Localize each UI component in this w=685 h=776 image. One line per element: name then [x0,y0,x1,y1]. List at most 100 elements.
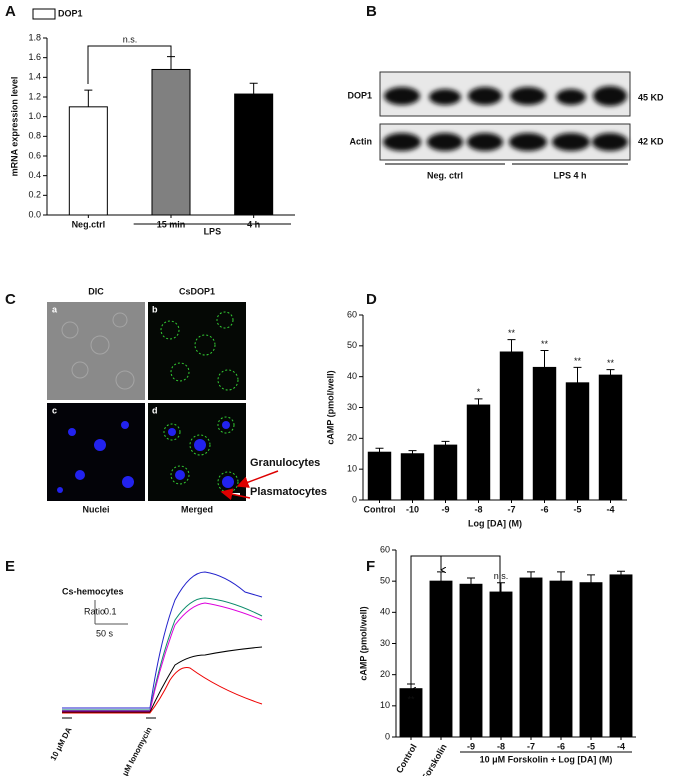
x-tick-label: Control [364,504,396,514]
panel-label: C [5,291,16,308]
x-axis-label: Log [DA] (M) [468,518,522,528]
bar [433,444,458,501]
panel-label: D [366,291,377,308]
bracket [410,555,500,674]
error-bar [606,369,615,376]
arrow-label: Plasmatocytes [250,486,327,498]
x-tick-label: Forskolin [420,742,449,776]
error-bar [408,450,417,454]
y-tick-label: 1.8 [28,32,41,42]
bar [68,106,108,216]
error-bar [407,683,415,689]
column-label: DIC [88,286,104,296]
tile-label: c [52,405,57,415]
y-tick-label: 50 [347,340,357,350]
panel-labels: A B C D E F [5,3,377,575]
bracket [87,45,172,84]
y-tick-label: 30 [347,402,357,412]
column-label: CsDOP1 [179,286,215,296]
y-tick-label: 0.2 [28,190,41,200]
error-bar [441,440,450,446]
group-label: 10 μM Forskolin + Log [DA] (M) [480,754,613,764]
y-tick-label: 1.6 [28,52,41,62]
calcium-traces: Cs-hemocytes Ratio 0.1 50 s 10 μM DA 10 … [49,571,263,776]
bar [499,351,524,501]
tile-label: b [152,304,158,314]
x-tick-label: -4 [606,504,614,514]
row-label: Actin [350,136,373,146]
row-label: DOP1 [347,90,372,100]
significance: ** [508,328,516,338]
scale-label: 0.1 [104,606,117,616]
significance: ** [541,339,549,349]
y-tick-label: 10 [380,700,390,710]
error-bar [167,56,175,70]
error-bar [573,366,582,383]
y-tick-label: 60 [380,544,390,554]
y-tick-label: 0.8 [28,131,41,141]
western-blot: DOP1 Actin 45 KD 42 KD Neg. ctrl LPS 4 h [347,71,664,180]
x-tick-label: -4 [617,741,625,751]
bar [367,451,392,501]
x-tick-label: -9 [467,741,475,751]
y-tick-label: 20 [347,433,357,443]
error-bar [507,339,516,352]
y-tick-label: 20 [380,669,390,679]
column-label: Nuclei [82,504,109,514]
significance: ** [574,356,582,366]
annotation: n.s. [123,34,138,44]
y-tick-label: 1.4 [28,72,41,82]
bar [151,68,191,216]
x-tick-label: Control [394,742,419,775]
error-bar [557,571,565,582]
bar [519,577,543,738]
bar [565,382,590,501]
group-label: Neg. ctrl [427,170,463,180]
y-tick-label: 30 [380,638,390,648]
bar [400,453,425,501]
error-bar [497,582,505,593]
significance: ** [407,694,415,704]
significance: * [477,387,481,397]
panel-label: E [5,558,15,575]
column-label: Merged [181,504,213,514]
legend-label: DOP1 [58,8,83,18]
bar [459,583,483,738]
treatment-label: 10 μM Ionomycin [115,726,153,776]
size-label: 45 KD [638,92,664,102]
error-bar [84,89,93,107]
legend-swatch [32,8,56,20]
error-bar [249,82,258,95]
x-tick-label: -7 [507,504,515,514]
group-label: LPS 4 h [553,170,586,180]
x-tick-label: -6 [557,741,565,751]
bar [579,582,603,738]
y-tick-label: 50 [380,576,390,586]
x-tick-label: -10 [406,504,419,514]
bar [429,580,453,738]
y-axis-label: mRNA expression level [9,77,19,177]
tile-label: d [152,405,158,415]
bar [489,591,513,738]
significance: ** [607,358,615,368]
y-tick-label: 40 [347,371,357,381]
y-tick-label: 10 [347,464,357,474]
error-bar [437,571,445,582]
bar [549,580,573,738]
x-tick-label: -8 [497,741,505,751]
bar [466,404,491,501]
x-tick-label: -8 [474,504,482,514]
x-tick-label: -5 [587,741,595,751]
error-bar [467,577,475,585]
y-axis-label: cAMP (pmol/well) [358,606,368,680]
y-tick-label: 0 [385,731,390,741]
y-axis-label: cAMP (pmol/well) [325,370,335,444]
error-bar [587,574,595,583]
error-bar [527,571,535,579]
scale-label: Ratio [84,606,105,616]
x-tick-label: -7 [527,741,535,751]
y-tick-label: 0.0 [28,209,41,219]
x-tick-label: -9 [441,504,449,514]
group-label: LPS [204,226,222,236]
panel-label: A [5,3,16,20]
